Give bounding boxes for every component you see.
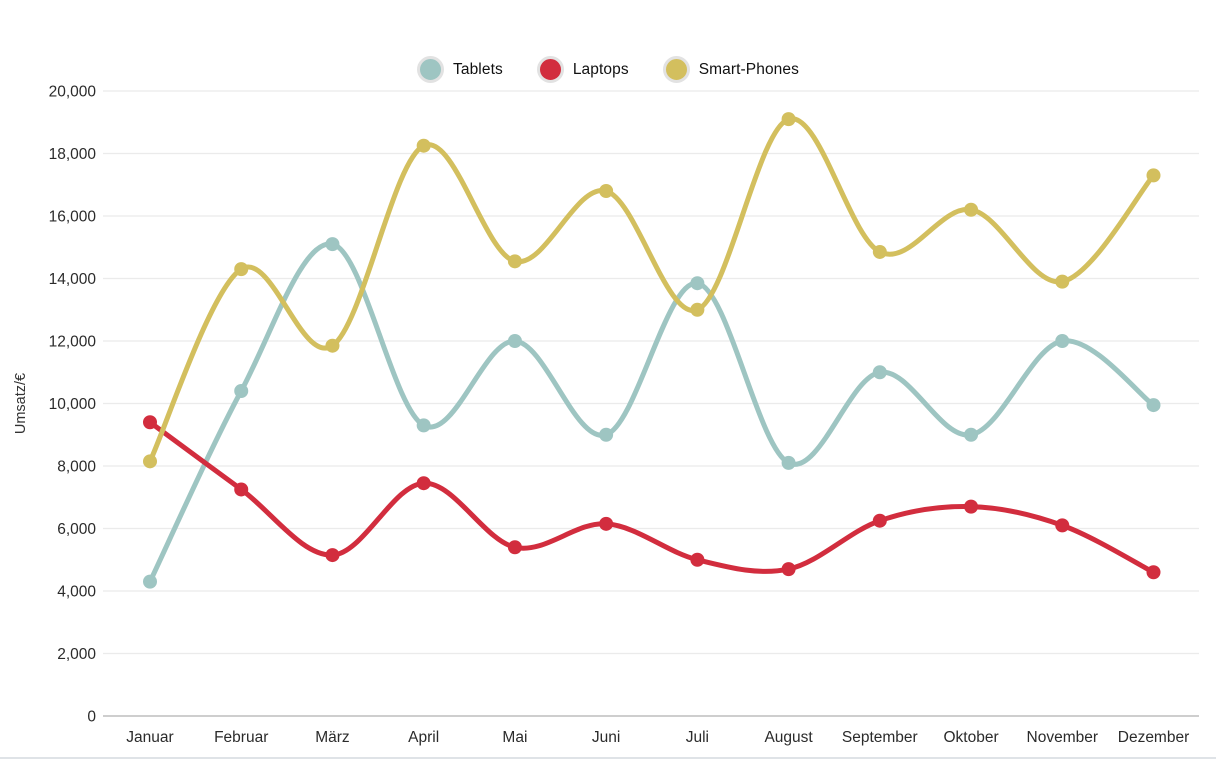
data-point-tablets[interactable] xyxy=(416,418,431,433)
y-tick-label: 10,000 xyxy=(49,396,97,413)
x-tick-label: April xyxy=(408,729,439,746)
legend-item-laptops[interactable]: Laptops xyxy=(536,56,629,83)
y-tick-label: 20,000 xyxy=(49,84,97,101)
data-point-smart-phones[interactable] xyxy=(325,338,340,353)
x-tick-label: März xyxy=(315,729,349,746)
data-point-smart-phones[interactable] xyxy=(507,254,522,269)
x-tick-label: November xyxy=(1027,729,1099,746)
tablets-swatch-icon xyxy=(417,56,445,83)
x-tick-label: Oktober xyxy=(943,729,998,746)
x-tick-label: Juli xyxy=(686,729,709,746)
x-tick-label: Juni xyxy=(592,729,620,746)
legend-label-smartphones: Smart-Phones xyxy=(698,60,799,78)
data-point-laptops[interactable] xyxy=(416,476,431,491)
data-point-laptops[interactable] xyxy=(964,499,979,514)
legend-item-smartphones[interactable]: Smart-Phones xyxy=(662,56,799,83)
legend-label-tablets: Tablets xyxy=(453,60,503,78)
data-point-smart-phones[interactable] xyxy=(1146,168,1161,183)
data-point-tablets[interactable] xyxy=(872,365,887,380)
chart-legend: Tablets Laptops Smart-Phones xyxy=(0,56,1216,83)
data-point-laptops[interactable] xyxy=(599,516,614,531)
data-point-laptops[interactable] xyxy=(1146,565,1161,580)
x-tick-label: Februar xyxy=(214,729,268,746)
data-point-tablets[interactable] xyxy=(781,455,796,470)
data-point-smart-phones[interactable] xyxy=(690,302,705,317)
data-point-smart-phones[interactable] xyxy=(416,138,431,153)
data-point-smart-phones[interactable] xyxy=(1055,274,1070,289)
data-point-smart-phones[interactable] xyxy=(599,184,614,198)
data-point-smart-phones[interactable] xyxy=(781,112,796,127)
data-point-laptops[interactable] xyxy=(781,562,796,577)
data-point-smart-phones[interactable] xyxy=(143,454,157,469)
data-point-laptops[interactable] xyxy=(690,552,705,567)
data-point-tablets[interactable] xyxy=(143,574,157,589)
series-line-laptops xyxy=(147,419,1156,575)
y-tick-label: 0 xyxy=(87,709,96,726)
x-tick-label: Dezember xyxy=(1118,729,1190,746)
data-point-laptops[interactable] xyxy=(143,415,157,430)
x-tick-label: August xyxy=(764,729,813,746)
data-point-tablets[interactable] xyxy=(507,334,522,348)
series-line-tablets xyxy=(147,241,1156,585)
data-point-laptops[interactable] xyxy=(234,482,249,497)
y-tick-label: 18,000 xyxy=(49,146,97,163)
y-tick-label: 4,000 xyxy=(57,584,96,601)
data-point-tablets[interactable] xyxy=(599,427,614,442)
y-tick-label: 2,000 xyxy=(57,646,96,663)
laptops-swatch-icon xyxy=(536,56,564,83)
data-point-smart-phones[interactable] xyxy=(234,262,249,277)
data-point-tablets[interactable] xyxy=(1146,398,1161,413)
data-point-laptops[interactable] xyxy=(325,548,340,563)
x-tick-label: September xyxy=(842,729,918,746)
y-tick-label: 6,000 xyxy=(57,521,96,538)
y-tick-label: 14,000 xyxy=(49,271,97,288)
x-tick-label: Mai xyxy=(502,729,527,746)
legend-item-tablets[interactable]: Tablets xyxy=(417,56,503,83)
y-tick-label: 8,000 xyxy=(57,459,96,476)
smartphones-swatch-icon xyxy=(662,56,690,83)
data-point-smart-phones[interactable] xyxy=(872,244,887,259)
x-tick-label: Januar xyxy=(126,729,173,746)
data-point-tablets[interactable] xyxy=(325,237,340,252)
y-axis-title: Umsatz/€ xyxy=(13,373,29,434)
y-tick-label: 16,000 xyxy=(49,209,97,226)
data-point-tablets[interactable] xyxy=(690,276,705,291)
data-point-laptops[interactable] xyxy=(872,513,887,528)
data-point-tablets[interactable] xyxy=(1055,334,1070,348)
y-tick-label: 12,000 xyxy=(49,334,97,351)
data-point-laptops[interactable] xyxy=(507,540,522,555)
data-point-tablets[interactable] xyxy=(234,384,249,398)
data-point-smart-phones[interactable] xyxy=(964,202,979,217)
data-point-laptops[interactable] xyxy=(1055,518,1070,533)
data-point-tablets[interactable] xyxy=(964,427,979,442)
legend-label-laptops: Laptops xyxy=(572,60,629,78)
